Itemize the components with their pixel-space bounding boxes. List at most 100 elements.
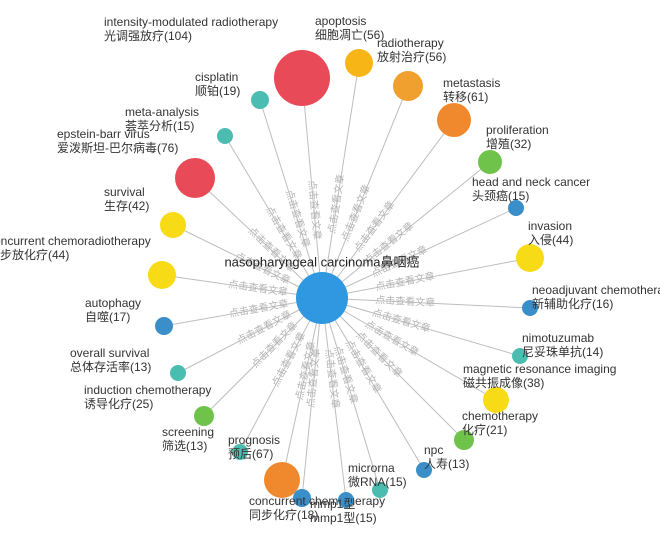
center-label: nasopharyngeal carcinoma鼻咽癌 bbox=[224, 256, 419, 271]
node-label: npc人寿(13) bbox=[424, 444, 469, 472]
node-label-en: epstein-barr virus bbox=[57, 128, 178, 142]
node-label-zh: 爱泼斯坦-巴尔病毒(76) bbox=[57, 142, 178, 156]
keyword-node[interactable]: proliferation增殖(32) bbox=[478, 150, 502, 174]
node-label: nimotuzumab尼妥珠单抗(14) bbox=[522, 332, 603, 360]
keyword-node[interactable]: overall survival总体存活率(13) bbox=[170, 365, 186, 381]
node-label: chemotherapy化疗(21) bbox=[462, 410, 538, 438]
node-label-zh: 化疗(21) bbox=[462, 424, 538, 438]
node-dot[interactable] bbox=[393, 71, 423, 101]
node-label-zh: 生存(42) bbox=[104, 200, 149, 214]
keyword-node[interactable]: metastasis转移(61) bbox=[437, 103, 471, 137]
keyword-node[interactable]: head and neck cancer头颈癌(15) bbox=[508, 200, 524, 216]
node-dot[interactable] bbox=[217, 128, 233, 144]
node-label-zh: 顺铂(19) bbox=[195, 85, 240, 99]
node-label-zh: 自噬(17) bbox=[85, 311, 141, 325]
node-dot[interactable] bbox=[516, 244, 544, 272]
node-label: microrna微RNA(15) bbox=[348, 462, 407, 490]
node-label-zh: 光调强放疗(104) bbox=[104, 30, 278, 44]
node-label-zh: 转移(61) bbox=[443, 91, 500, 105]
node-dot[interactable] bbox=[155, 317, 173, 335]
keyword-node[interactable]: invasion入侵(44) bbox=[516, 244, 544, 272]
node-dot[interactable] bbox=[478, 150, 502, 174]
node-label-zh: 磁共振成像(38) bbox=[463, 377, 616, 391]
keyword-node[interactable]: autophagy自噬(17) bbox=[155, 317, 173, 335]
node-label-zh: 人寿(13) bbox=[424, 458, 469, 472]
keyword-node[interactable]: epstein-barr virus爱泼斯坦-巴尔病毒(76) bbox=[175, 158, 215, 198]
node-label-en: intensity-modulated radiotherapy bbox=[104, 16, 278, 30]
node-label: prognosis预后(67) bbox=[228, 434, 280, 462]
node-label-en: meta-analysis bbox=[125, 106, 199, 120]
network-diagram: 点击查看文章点击查看文章点击查看文章点击查看文章点击查看文章点击查看文章点击查看… bbox=[0, 0, 660, 545]
node-label: autophagy自噬(17) bbox=[85, 297, 141, 325]
node-label: screening筛选(13) bbox=[162, 426, 214, 454]
node-label-en: microrna bbox=[348, 462, 407, 476]
keyword-node[interactable]: cisplatin顺铂(19) bbox=[251, 91, 269, 109]
node-dot[interactable] bbox=[170, 365, 186, 381]
center-label-en: nasopharyngeal carcinoma bbox=[224, 255, 380, 270]
node-label-en: survival bbox=[104, 186, 149, 200]
node-label-en: proliferation bbox=[486, 124, 549, 138]
keyword-node[interactable]: npc人寿(13) bbox=[416, 462, 432, 478]
node-label-en: mmp1型 bbox=[310, 498, 377, 512]
edge-label[interactable]: 点击查看文章 bbox=[306, 179, 324, 240]
node-dot[interactable] bbox=[274, 50, 330, 106]
keyword-node[interactable]: intensity-modulated radiotherapy光调强放疗(10… bbox=[274, 50, 330, 106]
node-label-en: metastasis bbox=[443, 77, 500, 91]
node-label-en: radiotherapy bbox=[377, 37, 446, 51]
node-dot[interactable] bbox=[175, 158, 215, 198]
edge-label[interactable]: 点击查看文章 bbox=[375, 293, 436, 309]
node-dot[interactable] bbox=[251, 91, 269, 109]
center-node[interactable]: nasopharyngeal carcinoma鼻咽癌 bbox=[296, 272, 348, 324]
node-label-zh: 细胞凋亡(56) bbox=[315, 29, 384, 43]
keyword-node[interactable]: concurrent chemotherapy同步化疗(18) bbox=[293, 489, 311, 507]
node-dot[interactable] bbox=[437, 103, 471, 137]
node-dot[interactable] bbox=[148, 261, 176, 289]
node-label: overall survival总体存活率(13) bbox=[70, 347, 151, 375]
node-label-zh: 增殖(32) bbox=[486, 138, 549, 152]
node-label-zh: 总体存活率(13) bbox=[70, 361, 151, 375]
node-label: cisplatin顺铂(19) bbox=[195, 71, 240, 99]
node-dot[interactable] bbox=[345, 49, 373, 77]
node-label-en: apoptosis bbox=[315, 15, 384, 29]
node-label-zh: 筛选(13) bbox=[162, 440, 214, 454]
edge-label[interactable]: 点击查看文章 bbox=[325, 173, 347, 234]
center-dot[interactable] bbox=[296, 272, 348, 324]
keyword-node[interactable]: mmp1型mmp1型(15) bbox=[338, 492, 354, 508]
keyword-node[interactable]: concurrent chemoradiotherapy同步放化疗(44) bbox=[148, 261, 176, 289]
node-label-zh: 同步放化疗(44) bbox=[0, 249, 151, 263]
node-label-zh: 头颈癌(15) bbox=[472, 190, 590, 204]
node-label-en: magnetic resonance imaging bbox=[463, 363, 616, 377]
node-label-zh: 诱导化疗(25) bbox=[84, 398, 211, 412]
node-label-en: chemotherapy bbox=[462, 410, 538, 424]
keyword-node[interactable]: radiotherapy放射治疗(56) bbox=[393, 71, 423, 101]
keyword-node[interactable]: neoadjuvant chemotherapy新辅助化疗(16) bbox=[522, 300, 538, 316]
node-label-en: prognosis bbox=[228, 434, 280, 448]
node-label-zh: 微RNA(15) bbox=[348, 476, 407, 490]
node-label: mmp1型mmp1型(15) bbox=[310, 498, 377, 526]
node-label-zh: 入侵(44) bbox=[528, 234, 573, 248]
node-label: survival生存(42) bbox=[104, 186, 149, 214]
keyword-node[interactable]: meta-analysis荟萃分析(15) bbox=[217, 128, 233, 144]
node-label-zh: 放射治疗(56) bbox=[377, 51, 446, 65]
node-label: intensity-modulated radiotherapy光调强放疗(10… bbox=[104, 16, 278, 44]
node-label-zh: mmp1型(15) bbox=[310, 512, 377, 526]
node-label-en: head and neck cancer bbox=[472, 176, 590, 190]
node-label-en: npc bbox=[424, 444, 469, 458]
node-label: invasion入侵(44) bbox=[528, 220, 573, 248]
node-dot[interactable] bbox=[160, 212, 186, 238]
node-label-en: concurrent chemoradiotherapy bbox=[0, 235, 151, 249]
node-label-zh: 预后(67) bbox=[228, 448, 280, 462]
node-label-en: induction chemotherapy bbox=[84, 384, 211, 398]
node-label: magnetic resonance imaging磁共振成像(38) bbox=[463, 363, 616, 391]
node-label-en: cisplatin bbox=[195, 71, 240, 85]
node-label-en: screening bbox=[162, 426, 214, 440]
node-label: proliferation增殖(32) bbox=[486, 124, 549, 152]
keyword-node[interactable]: apoptosis细胞凋亡(56) bbox=[345, 49, 373, 77]
keyword-node[interactable]: survival生存(42) bbox=[160, 212, 186, 238]
node-label-zh: 尼妥珠单抗(14) bbox=[522, 346, 603, 360]
node-label: concurrent chemoradiotherapy同步放化疗(44) bbox=[0, 235, 151, 263]
node-label: radiotherapy放射治疗(56) bbox=[377, 37, 446, 65]
keyword-node[interactable]: induction chemotherapy诱导化疗(25) bbox=[194, 406, 214, 426]
node-label: neoadjuvant chemotherapy新辅助化疗(16) bbox=[532, 284, 660, 312]
node-label-en: neoadjuvant chemotherapy bbox=[532, 284, 660, 298]
